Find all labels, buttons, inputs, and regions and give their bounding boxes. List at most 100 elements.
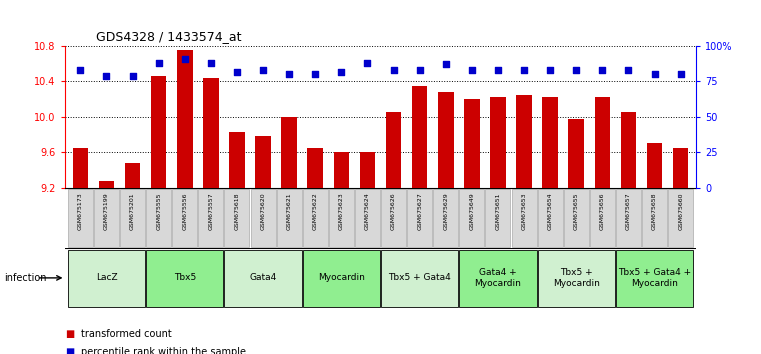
- Point: [413, 67, 425, 73]
- Text: GSM675624: GSM675624: [365, 193, 370, 230]
- Text: GSM675199: GSM675199: [104, 193, 109, 230]
- FancyBboxPatch shape: [564, 189, 589, 247]
- Bar: [543, 97, 558, 188]
- FancyBboxPatch shape: [433, 189, 458, 247]
- FancyBboxPatch shape: [250, 189, 275, 247]
- Bar: [647, 143, 662, 188]
- FancyBboxPatch shape: [460, 189, 485, 247]
- Bar: [621, 113, 636, 188]
- Text: GSM675655: GSM675655: [574, 193, 579, 230]
- Bar: [229, 132, 245, 188]
- Point: [622, 67, 635, 73]
- Bar: [386, 113, 401, 188]
- FancyBboxPatch shape: [68, 189, 93, 247]
- Text: GSM675627: GSM675627: [417, 193, 422, 230]
- Point: [466, 67, 478, 73]
- Text: GSM675654: GSM675654: [548, 193, 552, 230]
- Text: ■: ■: [65, 329, 74, 339]
- FancyBboxPatch shape: [616, 250, 693, 307]
- Point: [100, 73, 113, 79]
- Text: GSM675621: GSM675621: [287, 193, 291, 230]
- Bar: [307, 148, 323, 188]
- FancyBboxPatch shape: [146, 189, 171, 247]
- Bar: [412, 86, 428, 188]
- Bar: [438, 92, 454, 188]
- Text: Tbx5 + Gata4: Tbx5 + Gata4: [388, 273, 451, 282]
- Text: transformed count: transformed count: [81, 329, 172, 339]
- FancyBboxPatch shape: [276, 189, 301, 247]
- Bar: [72, 148, 88, 188]
- Bar: [516, 95, 532, 188]
- Text: GSM675622: GSM675622: [313, 193, 318, 230]
- Text: GSM675557: GSM675557: [209, 193, 213, 230]
- Bar: [568, 119, 584, 188]
- Text: GSM675657: GSM675657: [626, 193, 631, 230]
- FancyBboxPatch shape: [590, 189, 615, 247]
- Point: [674, 72, 686, 77]
- FancyBboxPatch shape: [224, 250, 301, 307]
- FancyBboxPatch shape: [668, 189, 693, 247]
- FancyBboxPatch shape: [642, 189, 667, 247]
- Point: [283, 72, 295, 77]
- Point: [309, 72, 321, 77]
- FancyBboxPatch shape: [537, 250, 615, 307]
- Text: ■: ■: [65, 347, 74, 354]
- FancyBboxPatch shape: [381, 189, 406, 247]
- Point: [440, 62, 452, 67]
- FancyBboxPatch shape: [94, 189, 119, 247]
- Bar: [464, 99, 479, 188]
- Bar: [594, 97, 610, 188]
- Text: GSM675618: GSM675618: [234, 193, 240, 230]
- Text: GSM675653: GSM675653: [521, 193, 527, 230]
- Point: [544, 67, 556, 73]
- Text: GSM675620: GSM675620: [260, 193, 266, 230]
- Point: [597, 67, 609, 73]
- FancyBboxPatch shape: [146, 250, 224, 307]
- FancyBboxPatch shape: [511, 189, 537, 247]
- Point: [231, 69, 243, 74]
- Bar: [282, 117, 297, 188]
- Text: GSM675649: GSM675649: [470, 193, 474, 230]
- Bar: [333, 152, 349, 188]
- Text: Gata4: Gata4: [250, 273, 277, 282]
- Text: percentile rank within the sample: percentile rank within the sample: [81, 347, 247, 354]
- FancyBboxPatch shape: [68, 250, 145, 307]
- Text: GSM675623: GSM675623: [339, 193, 344, 230]
- Text: infection: infection: [4, 273, 46, 283]
- Point: [205, 60, 217, 66]
- Bar: [255, 136, 271, 188]
- Text: GDS4328 / 1433574_at: GDS4328 / 1433574_at: [96, 30, 242, 44]
- FancyBboxPatch shape: [616, 189, 641, 247]
- Text: GSM675556: GSM675556: [182, 193, 187, 230]
- Text: Tbx5: Tbx5: [174, 273, 196, 282]
- Bar: [673, 148, 689, 188]
- Point: [387, 67, 400, 73]
- Text: Tbx5 +
Myocardin: Tbx5 + Myocardin: [552, 268, 600, 287]
- FancyBboxPatch shape: [486, 189, 511, 247]
- Text: GSM675656: GSM675656: [600, 193, 605, 230]
- FancyBboxPatch shape: [224, 189, 250, 247]
- Point: [152, 60, 164, 66]
- Point: [518, 67, 530, 73]
- Text: LacZ: LacZ: [96, 273, 117, 282]
- Text: GSM675201: GSM675201: [130, 193, 135, 230]
- Bar: [177, 50, 193, 188]
- Text: GSM675555: GSM675555: [156, 193, 161, 230]
- Point: [492, 67, 504, 73]
- Bar: [151, 76, 167, 188]
- FancyBboxPatch shape: [381, 250, 458, 307]
- Point: [648, 72, 661, 77]
- Point: [75, 67, 87, 73]
- FancyBboxPatch shape: [199, 189, 224, 247]
- FancyBboxPatch shape: [460, 250, 537, 307]
- Bar: [203, 78, 218, 188]
- Point: [336, 69, 348, 74]
- FancyBboxPatch shape: [407, 189, 432, 247]
- Text: GSM675660: GSM675660: [678, 193, 683, 230]
- Point: [126, 73, 139, 79]
- FancyBboxPatch shape: [120, 189, 145, 247]
- Point: [179, 56, 191, 62]
- FancyBboxPatch shape: [172, 189, 197, 247]
- Bar: [360, 152, 375, 188]
- FancyBboxPatch shape: [329, 189, 354, 247]
